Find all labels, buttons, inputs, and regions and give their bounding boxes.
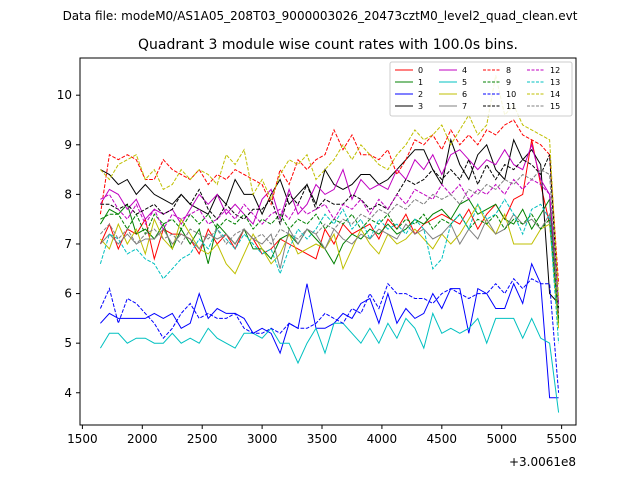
series-line-7 bbox=[100, 212, 560, 319]
y-axis: 4 5 6 7 8 9 10 bbox=[57, 88, 80, 400]
series-line-6 bbox=[100, 203, 560, 329]
x-tick-label: 5500 bbox=[546, 432, 577, 446]
series-line-3 bbox=[100, 137, 559, 304]
x-tick-label: 3500 bbox=[307, 432, 338, 446]
chart-title: Quadrant 3 module wise count rates with … bbox=[138, 37, 518, 53]
x-tick-label: 2000 bbox=[127, 432, 158, 446]
legend-label-13: 13 bbox=[550, 78, 560, 87]
legend-label-0: 0 bbox=[418, 66, 423, 75]
series-line-10 bbox=[99, 277, 560, 393]
x-tick-label: 4000 bbox=[367, 432, 398, 446]
legend-label-5: 5 bbox=[462, 78, 467, 87]
legend-label-9: 9 bbox=[506, 78, 511, 87]
legend-label-2: 2 bbox=[418, 90, 423, 99]
legend-label-6: 6 bbox=[462, 90, 467, 99]
y-tick-label: 9 bbox=[64, 138, 72, 152]
series-layer bbox=[99, 75, 560, 413]
series-line-12 bbox=[100, 178, 560, 304]
legend-label-1: 1 bbox=[418, 78, 423, 87]
legend-label-15: 15 bbox=[550, 102, 560, 111]
x-tick-label: 4500 bbox=[427, 432, 458, 446]
legend-label-4: 4 bbox=[462, 66, 467, 75]
y-tick-label: 5 bbox=[64, 336, 72, 350]
y-tick-label: 6 bbox=[64, 287, 72, 301]
x-offset-label: +3.0061e8 bbox=[509, 455, 576, 469]
series-line-9 bbox=[100, 213, 560, 319]
series-line-4 bbox=[99, 143, 560, 304]
y-tick-label: 7 bbox=[64, 237, 72, 251]
legend-label-14: 14 bbox=[550, 90, 560, 99]
x-axis: 1500 2000 2500 3000 3500 4000 4500 5000 5500 bbox=[67, 425, 577, 446]
y-tick-label: 10 bbox=[57, 88, 72, 102]
x-tick-label: 2500 bbox=[187, 432, 218, 446]
legend-label-7: 7 bbox=[462, 102, 467, 111]
legend-label-12: 12 bbox=[550, 66, 560, 75]
y-tick-label: 8 bbox=[64, 187, 72, 201]
legend-label-3: 3 bbox=[418, 102, 423, 111]
y-tick-label: 4 bbox=[64, 386, 72, 400]
x-tick-label: 1500 bbox=[67, 432, 98, 446]
suptitle: Data file: modeM0/AS1A05_208T03_90000030… bbox=[63, 9, 578, 23]
legend-label-8: 8 bbox=[506, 66, 511, 75]
series-line-15 bbox=[100, 168, 560, 314]
series-line-8 bbox=[99, 119, 560, 284]
series-line-14 bbox=[100, 75, 560, 299]
series-line-11 bbox=[100, 154, 560, 309]
legend-box bbox=[389, 61, 573, 117]
axes-frame bbox=[79, 57, 577, 426]
legend-label-10: 10 bbox=[506, 90, 516, 99]
x-tick-label: 3000 bbox=[247, 432, 278, 446]
series-line-13 bbox=[99, 198, 560, 344]
legend-label-11: 11 bbox=[506, 102, 516, 111]
x-tick-label: 5000 bbox=[486, 432, 517, 446]
series-line-5 bbox=[99, 311, 560, 413]
